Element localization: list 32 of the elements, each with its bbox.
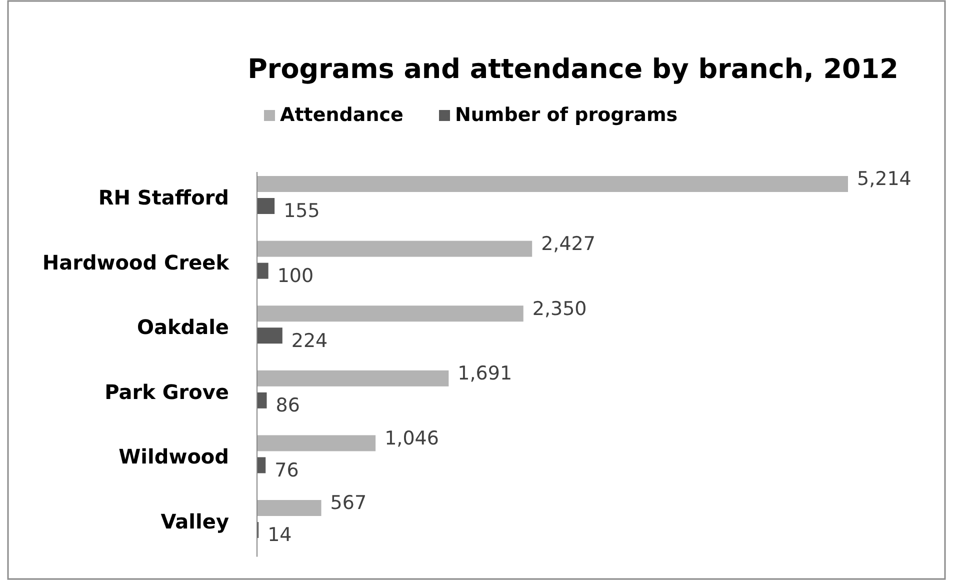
data-label: 86: [276, 394, 300, 417]
y-tick-label: Park Grove: [104, 380, 229, 404]
data-label: 2,350: [532, 298, 587, 320]
data-label: 1,046: [384, 427, 439, 450]
bar: [257, 457, 266, 474]
bar: [257, 262, 268, 279]
bar: [257, 435, 376, 452]
legend-label: Number of programs: [455, 104, 678, 126]
data-label: 14: [268, 524, 292, 546]
data-label: 100: [277, 264, 314, 288]
bar: [257, 500, 322, 516]
data-label: 567: [330, 492, 367, 514]
legend-label: Attendance: [280, 104, 404, 126]
bar: [257, 240, 532, 257]
bar: [257, 176, 848, 192]
bar: [257, 306, 524, 322]
bar: [257, 370, 449, 386]
y-tick-label: Hardwood Creek: [42, 250, 230, 274]
bar: [257, 392, 267, 408]
chart-title: Programs and attendance by branch, 2012: [248, 54, 898, 85]
data-label: 224: [291, 330, 328, 352]
data-label: 155: [284, 200, 320, 222]
y-tick-label: Oakdale: [136, 315, 229, 340]
y-tick-label: Valley: [160, 509, 229, 534]
data-label: 5,214: [857, 168, 912, 190]
data-label: 76: [274, 459, 299, 482]
data-label: 1,691: [458, 362, 512, 385]
data-label: 2,427: [541, 232, 596, 256]
y-tick-label: RH Stafford: [98, 185, 229, 210]
bar: [257, 198, 275, 214]
y-tick-label: Wildwood: [118, 444, 229, 469]
bar: [257, 328, 282, 344]
